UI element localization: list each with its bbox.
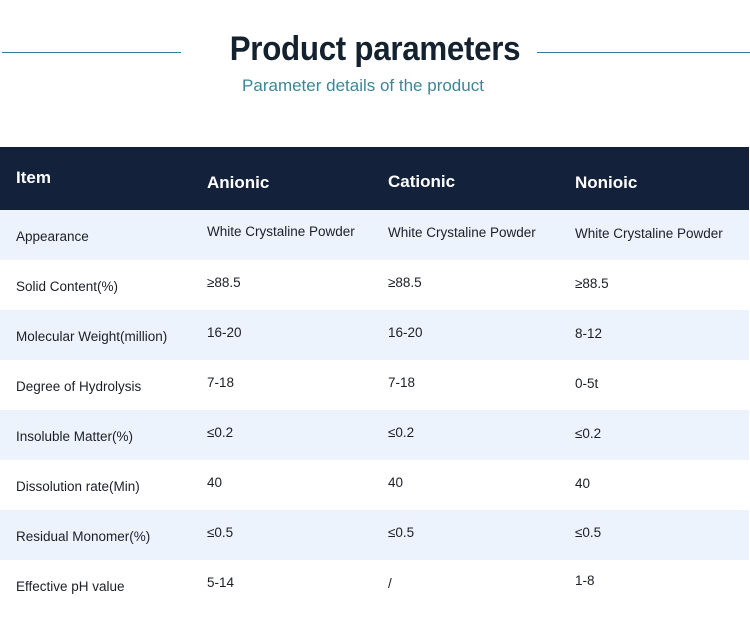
cell-value: 0-5t: [575, 376, 599, 391]
table-row: Appearance White Crystaline Powder White…: [0, 210, 749, 260]
cell-anionic: ≤0.5: [207, 510, 388, 560]
column-header-cationic: Cationic: [388, 147, 575, 210]
cell-cationic: ≤0.5: [388, 510, 575, 560]
page-subtitle: Parameter details of the product: [242, 76, 484, 95]
column-header-label: Item: [16, 168, 51, 187]
parameters-table: Item Anionic Cationic Nonioic Appearance…: [0, 147, 749, 610]
column-header-label: Anionic: [207, 173, 270, 192]
cell-cationic: White Crystaline Powder: [388, 210, 575, 260]
row-label: Molecular Weight(million): [0, 310, 207, 360]
header-row: Item Anionic Cationic Nonioic: [0, 147, 749, 210]
cell-nonionic: 1-8: [575, 560, 749, 610]
row-label-text: Solid Content(%): [16, 279, 119, 294]
cell-value: 40: [207, 475, 223, 490]
table-row: Effective pH value 5-14 / 1-8: [0, 560, 749, 610]
row-label-text: Molecular Weight(million): [16, 329, 168, 344]
row-label: Effective pH value: [0, 560, 207, 610]
cell-value: ≤0.2: [207, 425, 234, 440]
cell-value: ≤0.5: [388, 525, 415, 540]
cell-nonionic: 40: [575, 460, 749, 510]
cell-value: ≤0.5: [207, 525, 234, 540]
cell-nonionic: ≤0.5: [575, 510, 749, 560]
cell-value: 16-20: [207, 325, 242, 340]
cell-value: ≤0.5: [575, 525, 602, 540]
table-row: Residual Monomer(%) ≤0.5 ≤0.5 ≤0.5: [0, 510, 749, 560]
cell-value: ≥88.5: [388, 275, 422, 290]
cell-nonionic: ≤0.2: [575, 410, 749, 460]
table-row: Dissolution rate(Min) 40 40 40: [0, 460, 749, 510]
cell-value: 7-18: [207, 375, 235, 390]
cell-value: 16-20: [388, 325, 423, 340]
cell-value: White Crystaline Powder: [575, 226, 723, 241]
column-header-label: Cationic: [388, 172, 456, 191]
row-label-text: Degree of Hydrolysis: [16, 379, 142, 394]
cell-nonionic: White Crystaline Powder: [575, 210, 749, 260]
page-title: Product parameters: [229, 30, 521, 68]
cell-anionic: 16-20: [207, 310, 388, 360]
cell-value: 40: [575, 476, 591, 491]
cell-cationic: ≤0.2: [388, 410, 575, 460]
row-label: Dissolution rate(Min): [0, 460, 207, 510]
section-header: Product parameters Parameter details of …: [0, 0, 750, 110]
divider-left: [2, 52, 181, 53]
cell-anionic: ≤0.2: [207, 410, 388, 460]
row-label-text: Insoluble Matter(%): [16, 429, 134, 444]
row-label-text: Effective pH value: [16, 579, 125, 594]
cell-cationic: /: [388, 560, 575, 610]
row-label: Residual Monomer(%): [0, 510, 207, 560]
table-row: Degree of Hydrolysis 7-18 7-18 0-5t: [0, 360, 749, 410]
cell-anionic: 5-14: [207, 560, 388, 610]
cell-value: 7-18: [388, 375, 416, 390]
cell-cationic: 40: [388, 460, 575, 510]
cell-anionic: White Crystaline Powder: [207, 210, 388, 260]
cell-anionic: ≥88.5: [207, 260, 388, 310]
column-header-anionic: Anionic: [207, 147, 388, 210]
cell-value: ≥88.5: [575, 276, 609, 291]
row-label: Insoluble Matter(%): [0, 410, 207, 460]
row-label-text: Residual Monomer(%): [16, 529, 151, 544]
cell-value: 8-12: [575, 326, 603, 341]
cell-nonionic: ≥88.5: [575, 260, 749, 310]
column-header-item: Item: [0, 147, 207, 210]
row-label-text: Appearance: [16, 229, 89, 244]
row-label: Solid Content(%): [0, 260, 207, 310]
column-header-nonionic: Nonioic: [575, 147, 749, 210]
cell-anionic: 7-18: [207, 360, 388, 410]
cell-value: 40: [388, 475, 404, 490]
column-header-label: Nonioic: [575, 173, 638, 192]
row-label-text: Dissolution rate(Min): [16, 479, 140, 494]
table-row: Molecular Weight(million) 16-20 16-20 8-…: [0, 310, 749, 360]
cell-value: ≤0.2: [575, 426, 602, 441]
table-header: Item Anionic Cationic Nonioic: [0, 147, 749, 210]
cell-value: White Crystaline Powder: [207, 224, 355, 239]
cell-value: ≥88.5: [207, 275, 241, 290]
table-body: Appearance White Crystaline Powder White…: [0, 210, 749, 610]
cell-value: /: [388, 576, 392, 591]
cell-nonionic: 8-12: [575, 310, 749, 360]
cell-value: 1-8: [575, 573, 595, 588]
cell-value: ≤0.2: [388, 425, 415, 440]
row-label: Appearance: [0, 210, 207, 260]
cell-cationic: 16-20: [388, 310, 575, 360]
cell-cationic: 7-18: [388, 360, 575, 410]
cell-anionic: 40: [207, 460, 388, 510]
table-row: Insoluble Matter(%) ≤0.2 ≤0.2 ≤0.2: [0, 410, 749, 460]
divider-right: [537, 52, 750, 53]
cell-value: 5-14: [207, 575, 235, 590]
cell-nonionic: 0-5t: [575, 360, 749, 410]
cell-cationic: ≥88.5: [388, 260, 575, 310]
row-label: Degree of Hydrolysis: [0, 360, 207, 410]
cell-value: White Crystaline Powder: [388, 225, 536, 240]
table-row: Solid Content(%) ≥88.5 ≥88.5 ≥88.5: [0, 260, 749, 310]
